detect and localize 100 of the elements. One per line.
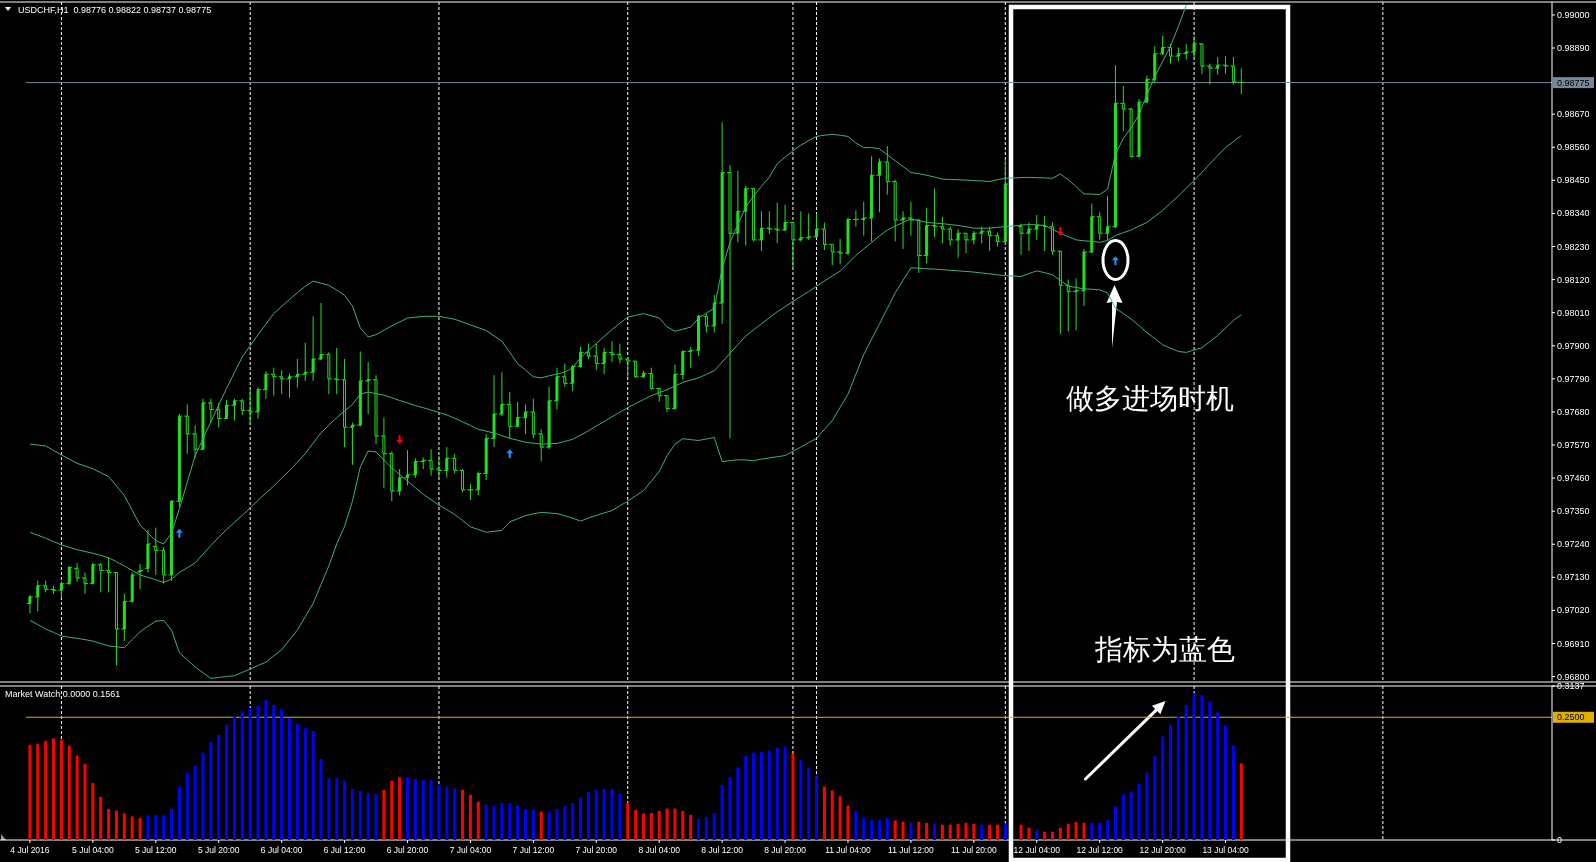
bar bbox=[657, 811, 661, 840]
candlestick bbox=[923, 207, 931, 264]
bar bbox=[712, 813, 716, 840]
bar bbox=[484, 804, 488, 840]
x-tick-label: 7 Jul 20:00 bbox=[575, 845, 618, 855]
bar bbox=[36, 743, 40, 840]
candlestick bbox=[1017, 223, 1025, 256]
candlestick bbox=[128, 572, 136, 604]
candlestick bbox=[915, 218, 923, 274]
bar bbox=[1090, 822, 1094, 840]
bar bbox=[877, 820, 881, 840]
candlestick bbox=[254, 387, 262, 420]
candlestick bbox=[34, 580, 42, 612]
candlestick bbox=[781, 204, 789, 232]
bar bbox=[697, 818, 701, 840]
bar bbox=[972, 823, 976, 840]
bar bbox=[799, 759, 803, 840]
candlestick bbox=[577, 346, 585, 369]
x-tick-label: 11 Jul 12:00 bbox=[888, 845, 935, 855]
bar bbox=[319, 759, 323, 840]
bar bbox=[744, 756, 748, 840]
y-tick-label: 0.97020 bbox=[1557, 605, 1590, 616]
bar bbox=[555, 809, 559, 840]
bar bbox=[791, 753, 795, 840]
chart-title: Market Watch 0.0000 0.1561 bbox=[5, 689, 121, 699]
candlestick bbox=[608, 340, 616, 363]
y-tick-label: 0.98450 bbox=[1557, 175, 1590, 186]
ref-line-label: 0.98775 bbox=[1557, 77, 1590, 88]
bar bbox=[366, 792, 370, 840]
candlestick bbox=[1080, 248, 1088, 307]
bar bbox=[1043, 831, 1047, 840]
candlestick bbox=[1214, 56, 1222, 76]
bar bbox=[909, 822, 913, 840]
bar bbox=[461, 789, 465, 840]
bar bbox=[720, 785, 724, 840]
bar bbox=[736, 767, 740, 840]
candlestick bbox=[647, 367, 655, 391]
bar bbox=[547, 812, 551, 840]
bar bbox=[681, 811, 685, 840]
bar bbox=[28, 744, 32, 840]
point bbox=[396, 435, 404, 445]
bar bbox=[1082, 822, 1086, 840]
candlestick bbox=[380, 417, 388, 489]
x-tick-label: 8 Jul 12:00 bbox=[701, 845, 744, 855]
bar bbox=[114, 810, 118, 840]
candlestick bbox=[356, 350, 364, 427]
annotation: 指标为蓝色 bbox=[1094, 632, 1235, 666]
candlestick bbox=[262, 370, 270, 400]
candlestick bbox=[136, 563, 144, 590]
candlestick bbox=[372, 374, 380, 445]
candlestick bbox=[1033, 214, 1041, 241]
x-tick-label: 12 Jul 12:00 bbox=[1076, 845, 1124, 855]
y-tick-label: 0.96800 bbox=[1557, 671, 1590, 682]
bar bbox=[767, 750, 771, 840]
candlestick bbox=[73, 562, 81, 583]
bar bbox=[52, 738, 56, 840]
bar bbox=[641, 813, 645, 840]
candlestick bbox=[270, 367, 278, 397]
bar bbox=[885, 817, 889, 840]
candlestick bbox=[278, 369, 286, 395]
x-tick-label: 4 Jul 2016 bbox=[10, 845, 50, 855]
bar bbox=[649, 813, 653, 840]
y-tick-label: 0.98560 bbox=[1557, 142, 1590, 153]
y-tick-label: 0.3137 bbox=[1557, 681, 1585, 691]
candlestick bbox=[695, 314, 703, 357]
candlestick bbox=[1119, 85, 1127, 132]
bar bbox=[185, 772, 189, 840]
bar bbox=[618, 793, 622, 840]
bar bbox=[343, 780, 347, 840]
candlestick bbox=[671, 364, 679, 411]
bar bbox=[948, 824, 952, 840]
candlestick bbox=[451, 453, 459, 475]
bar bbox=[1113, 806, 1117, 840]
bar bbox=[940, 824, 944, 840]
y-tick-label: 0.98890 bbox=[1557, 43, 1590, 54]
candlestick bbox=[317, 302, 325, 361]
y-tick-label: 0.98120 bbox=[1557, 274, 1590, 285]
x-tick-label: 6 Jul 12:00 bbox=[323, 845, 366, 855]
bar bbox=[398, 777, 402, 840]
candlestick bbox=[962, 232, 970, 254]
annotation: 做多进场时机 bbox=[1066, 381, 1234, 415]
bar bbox=[248, 707, 252, 840]
x-tick-label: 11 Jul 04:00 bbox=[825, 845, 872, 855]
bar bbox=[610, 788, 614, 840]
bar bbox=[862, 817, 866, 840]
bar bbox=[759, 752, 763, 840]
candlestick bbox=[364, 361, 372, 415]
y-tick-label: 0.97240 bbox=[1557, 539, 1590, 550]
candlestick bbox=[120, 593, 128, 642]
bar bbox=[571, 803, 575, 840]
bar bbox=[272, 705, 276, 840]
y-tick-label: 0.97680 bbox=[1557, 406, 1590, 417]
bar bbox=[429, 780, 433, 840]
x-tick-label: 7 Jul 12:00 bbox=[512, 845, 555, 855]
bar bbox=[177, 786, 181, 840]
bar bbox=[327, 778, 331, 840]
bar bbox=[67, 745, 71, 840]
bar bbox=[437, 784, 441, 840]
candlestick bbox=[899, 210, 907, 250]
bar bbox=[563, 806, 567, 840]
